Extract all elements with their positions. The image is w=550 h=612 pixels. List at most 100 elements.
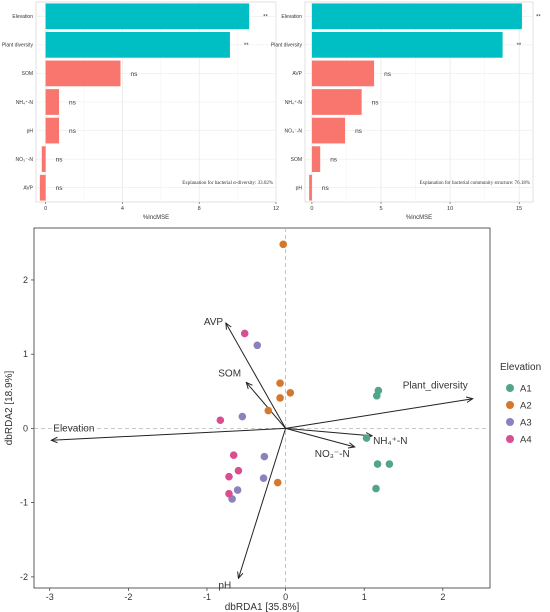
- bar-avp: [39, 174, 46, 201]
- data-point-a3: [260, 452, 269, 461]
- data-point-a1: [372, 391, 381, 400]
- bar-plant-diversity: [311, 32, 503, 58]
- vector-label: Elevation: [53, 423, 94, 434]
- bar-nh4-n: [45, 89, 60, 115]
- category-label: Elevation: [281, 14, 302, 20]
- vector-arrow-avp: [226, 323, 287, 429]
- data-point-a2: [286, 388, 295, 397]
- data-point-a4: [229, 451, 238, 459]
- significance-label: **: [263, 14, 268, 20]
- legend-swatch-a3: [506, 418, 514, 426]
- category-label: SOM: [291, 157, 302, 163]
- significance-label: ns: [372, 100, 380, 107]
- data-point-a1: [372, 484, 380, 493]
- significance-label: **: [244, 43, 249, 49]
- significance-label: ns: [384, 71, 392, 78]
- explanation-annotation: Explanation for bacterial α-diversity: 3…: [182, 181, 273, 186]
- significance-label: ns: [69, 100, 77, 107]
- significance-label: ns: [355, 128, 363, 135]
- x-tick-label: 0: [283, 592, 288, 602]
- bar-elevation: [45, 3, 250, 30]
- x-tick-label: 0: [44, 206, 47, 212]
- data-point-a2: [276, 394, 284, 402]
- category-label: NH₄⁺-N: [16, 100, 34, 106]
- data-point-a4: [225, 472, 233, 481]
- x-tick-label: 8: [198, 206, 201, 212]
- vector-label: AVP: [204, 317, 224, 328]
- y-tick-label: -2: [20, 572, 28, 582]
- category-label: NH₄⁺-N: [285, 100, 303, 106]
- significance-label: ns: [330, 157, 338, 164]
- category-label: pH: [296, 186, 303, 192]
- vector-label: SOM: [218, 368, 241, 379]
- data-point-a3: [238, 412, 247, 421]
- bar-no3-n: [311, 117, 346, 144]
- significance-label: **: [517, 43, 522, 49]
- category-label: AVP: [292, 71, 302, 77]
- significance-label: ns: [69, 128, 77, 135]
- legend-label: A3: [520, 418, 532, 429]
- x-tick-label: 0: [310, 206, 313, 212]
- bar-som: [311, 146, 321, 172]
- legend-swatch-a1: [506, 384, 514, 392]
- legend-swatch-a4: [506, 435, 514, 443]
- vector-arrow-nh4-n: [285, 427, 372, 435]
- bar-plant-diversity: [45, 32, 230, 58]
- data-point-a2: [273, 478, 282, 487]
- vector-label: NO₃⁻-N: [315, 449, 350, 460]
- y-tick-label: 0: [23, 423, 28, 433]
- x-axis-title: dbRDA1 [35.8%]: [225, 602, 300, 612]
- category-label: Plant diversity: [2, 43, 34, 49]
- data-point-a4: [234, 466, 243, 475]
- vector-arrow-no3-n: [285, 427, 355, 447]
- data-point-a3: [233, 486, 242, 494]
- data-point-a3: [259, 474, 268, 482]
- vector-label: pH: [218, 580, 231, 591]
- x-tick-label: 5: [379, 206, 382, 212]
- x-tick-label: 2: [440, 592, 445, 602]
- category-label: pH: [27, 128, 34, 134]
- x-tick-label: -2: [124, 592, 132, 602]
- bar-nh4-n: [311, 89, 362, 115]
- data-point-a3: [253, 341, 262, 350]
- data-point-a2: [276, 379, 284, 387]
- data-point-a4: [216, 416, 225, 425]
- x-axis-title: %IncMSE: [143, 215, 169, 221]
- legend-label: A2: [520, 401, 532, 412]
- data-point-a4: [225, 489, 233, 498]
- vector-arrow-ph: [238, 428, 287, 578]
- bar-ph: [45, 117, 60, 144]
- legend-label: A4: [520, 435, 532, 446]
- significance-label: ns: [322, 185, 330, 192]
- data-point-a4: [240, 329, 249, 338]
- x-axis-title: %IncMSE: [406, 215, 432, 221]
- data-point-a2: [264, 406, 273, 415]
- legend-title: Elevation: [500, 362, 541, 373]
- x-tick-label: 15: [516, 206, 522, 212]
- category-label: AVP: [23, 186, 33, 192]
- bar-elevation: [311, 3, 522, 30]
- data-point-a1: [385, 460, 394, 468]
- ordination-panel-frame: [33, 227, 491, 589]
- category-label: NO₃⁻-N: [16, 157, 34, 163]
- data-point-a1: [373, 460, 382, 468]
- y-tick-label: 2: [23, 275, 28, 285]
- data-point-a2: [279, 240, 288, 249]
- x-tick-label: 10: [447, 206, 453, 212]
- significance-label: ns: [56, 185, 64, 192]
- category-label: Elevation: [12, 14, 33, 20]
- y-axis-title: dbRDA2 [18.9%]: [4, 371, 15, 446]
- vector-label: NH₄⁺-N: [373, 436, 407, 447]
- x-tick-label: -1: [203, 592, 211, 602]
- bar-ph: [309, 174, 312, 201]
- category-label: NO₃⁻-N: [285, 128, 303, 134]
- significance-label: ns: [130, 71, 138, 78]
- explanation-annotation: Explanation for bacterial community stru…: [419, 181, 530, 186]
- x-tick-label: 1: [362, 592, 367, 602]
- vector-label: Plant_diversity: [403, 381, 468, 392]
- x-tick-label: 4: [121, 206, 124, 212]
- significance-label: ns: [56, 157, 64, 164]
- significance-label: **: [536, 14, 541, 20]
- data-point-a1: [362, 434, 371, 442]
